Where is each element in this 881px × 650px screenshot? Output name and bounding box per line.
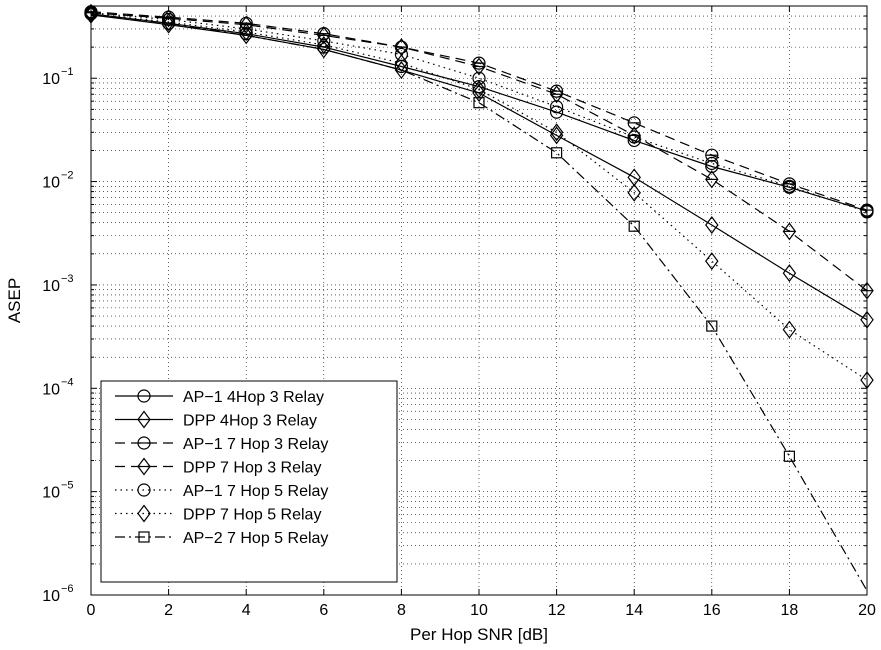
legend-label: DPP 4Hop 3 Relay [183, 413, 317, 430]
data-point [394, 47, 408, 62]
data-point [239, 15, 253, 34]
y-tick-exponent: −2 [61, 170, 74, 182]
data-point [473, 97, 485, 109]
y-tick-exponent: −1 [61, 66, 74, 78]
x-tick-label: 12 [548, 602, 566, 619]
data-point [549, 126, 564, 145]
legend-entry: AP−1 4Hop 3 Relay [115, 389, 324, 406]
data-point [394, 61, 409, 80]
data-point [317, 34, 331, 48]
legend-marker [137, 389, 151, 403]
y-tick-label: 10 [42, 71, 60, 88]
data-point [705, 170, 719, 189]
legend-marker [137, 504, 151, 523]
y-axis-label: ASEP [5, 278, 24, 323]
data-point [782, 222, 797, 241]
series-7 [90, 14, 868, 592]
data-point [472, 83, 486, 102]
legend-entry: DPP 7 Hop 5 Relay [115, 504, 321, 524]
data-point [239, 22, 253, 36]
data-point [472, 57, 486, 76]
data-point [627, 130, 641, 144]
data-point [549, 105, 564, 119]
data-point [161, 13, 176, 32]
series-line [90, 13, 868, 212]
legend: AP−1 4Hop 3 Relay DPP 4Hop 3 Relay AP−1 7 … [100, 380, 398, 583]
legend-marker [137, 483, 151, 497]
legend-marker [137, 457, 151, 476]
series-group [84, 3, 874, 592]
legend-entry: DPP 4Hop 3 Relay [115, 410, 317, 430]
data-point [705, 216, 719, 235]
legend-entry: AP−2 7 Hop 5 Relay [115, 530, 328, 547]
legend-label: AP−1 7 Hop 3 Relay [183, 436, 328, 453]
x-tick-label: 8 [397, 602, 406, 619]
legend-label: AP−1 4Hop 3 Relay [183, 389, 324, 406]
x-tick-label: 0 [87, 602, 96, 619]
legend-label: DPP 7 Hop 5 Relay [183, 507, 321, 524]
legend-label: AP−1 7 Hop 5 Relay [183, 483, 328, 500]
legend-entry: AP−1 7 Hop 3 Relay [115, 436, 328, 453]
data-point [782, 320, 797, 339]
y-tick-exponent: −6 [61, 583, 74, 595]
x-tick-label: 10 [470, 602, 488, 619]
data-point [706, 320, 718, 332]
x-tick-label: 14 [625, 602, 643, 619]
y-tick-label: 10 [42, 175, 60, 192]
data-point [549, 85, 564, 104]
series-line [90, 14, 868, 321]
data-point [239, 23, 253, 42]
x-tick-label: 18 [781, 602, 799, 619]
legend-entry: DPP 7 Hop 3 Relay [115, 457, 321, 477]
data-point [783, 450, 796, 462]
data-point [782, 264, 797, 283]
legend-entry: AP−1 7 Hop 5 Relay [115, 483, 328, 500]
legend-marker [138, 531, 150, 543]
x-tick-label: 20 [858, 602, 876, 619]
legend-label: AP−2 7 Hop 5 Relay [183, 530, 328, 547]
data-point [705, 156, 719, 170]
x-tick-label: 16 [703, 602, 721, 619]
y-tick-exponent: −4 [61, 376, 74, 388]
y-tick-label: 10 [42, 381, 60, 398]
x-tick-label: 6 [319, 602, 328, 619]
data-point [705, 159, 719, 174]
y-tick-label: 10 [42, 588, 60, 605]
legend-box [100, 380, 398, 583]
series-2 [84, 5, 874, 329]
x-axis-label: Per Hop SNR [dB] [410, 625, 548, 644]
data-point [317, 35, 331, 54]
data-point [550, 147, 563, 159]
data-point [782, 179, 797, 193]
series-line [90, 13, 868, 381]
y-tick-label: 10 [42, 278, 60, 295]
x-tick-label: 4 [242, 602, 251, 619]
series-1 [84, 7, 874, 218]
data-point [317, 26, 331, 45]
legend-label: DPP 7 Hop 3 Relay [183, 460, 321, 477]
data-point [394, 54, 409, 73]
data-point [627, 183, 641, 202]
data-point [705, 252, 719, 271]
data-point [627, 133, 641, 148]
data-point [472, 71, 486, 85]
data-point [549, 123, 564, 142]
y-tick-exponent: −5 [61, 480, 74, 492]
legend-marker [137, 410, 151, 429]
y-tick-label: 10 [42, 485, 60, 502]
data-point [549, 100, 564, 114]
data-point [628, 220, 640, 232]
x-tick-label: 2 [164, 602, 173, 619]
y-tick-exponent: −3 [61, 273, 74, 285]
